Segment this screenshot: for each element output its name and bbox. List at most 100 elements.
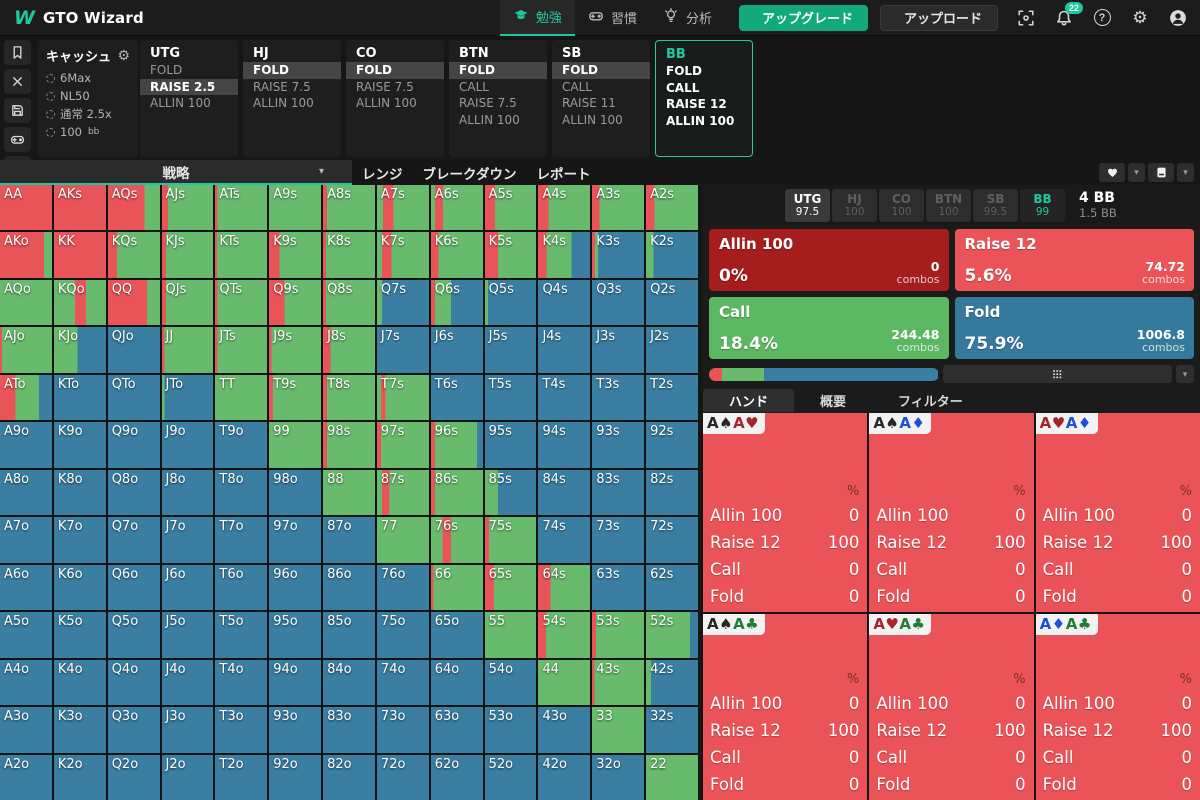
grid-cell-76o[interactable]: 76o (376, 564, 429, 611)
action-card-call[interactable]: Call 18.4% 244.48 combos (709, 297, 949, 359)
grid-cell-A4s[interactable]: A4s (538, 185, 591, 231)
grid-cell-Q9o[interactable]: Q9o (107, 422, 160, 468)
grid-cell-A9s[interactable]: A9s (269, 185, 322, 231)
grid-cell-AA[interactable]: AA (0, 185, 52, 231)
action-node[interactable]: ALLIN 100 (666, 113, 735, 128)
grid-cell-J7o[interactable]: J7o (161, 517, 214, 563)
grid-cell-A4o[interactable]: A4o (0, 659, 52, 706)
grid-cell-94s[interactable]: 94s (538, 422, 591, 468)
grid-cell-54s[interactable]: 54s (538, 612, 591, 658)
grid-cell-Q8o[interactable]: Q8o (107, 469, 160, 516)
grid-cell-J9o[interactable]: J9o (161, 422, 214, 468)
grid-cell-97o[interactable]: 97o (269, 517, 322, 563)
grid-cell-JTo[interactable]: JTo (161, 374, 214, 421)
grid-cell-QTo[interactable]: QTo (107, 374, 160, 421)
grid-cell-T4s[interactable]: T4s (538, 374, 591, 421)
action-card-allin[interactable]: Allin 100 0% 0 combos (709, 229, 949, 291)
grid-cell-J8o[interactable]: J8o (161, 469, 214, 516)
grid-cell-92o[interactable]: 92o (269, 754, 322, 800)
grid-cell-82o[interactable]: 82o (323, 754, 375, 800)
grid-cell-K3s[interactable]: K3s (592, 232, 645, 278)
grid-cell-K2o[interactable]: K2o (53, 754, 106, 800)
grid-cell-J7s[interactable]: J7s (376, 327, 429, 373)
grid-cell-T7s[interactable]: T7s (376, 374, 429, 421)
grid-cell-A8o[interactable]: A8o (0, 469, 52, 516)
grid-cell-43o[interactable]: 43o (538, 707, 591, 753)
pos-pill-hj[interactable]: HJ 100 (832, 188, 877, 222)
action-node[interactable]: RAISE 7.5 (459, 96, 517, 110)
view-tab-3[interactable]: ブレークダウン (413, 160, 527, 185)
grid-cell-K9o[interactable]: K9o (53, 422, 106, 468)
grid-cell-73s[interactable]: 73s (592, 517, 645, 563)
favorite-dropdown[interactable]: ▾ (1128, 163, 1145, 182)
grid-cell-94o[interactable]: 94o (269, 659, 322, 706)
grid-cell-AQo[interactable]: AQo (0, 279, 52, 326)
grid-cell-32s[interactable]: 32s (646, 707, 698, 753)
grid-cell-A8s[interactable]: A8s (323, 185, 375, 231)
grid-cell-A5o[interactable]: A5o (0, 612, 52, 658)
pos-pill-btn[interactable]: BTN 100 (926, 188, 971, 222)
grid-cell-Q5o[interactable]: Q5o (107, 612, 160, 658)
grid-cell-AJo[interactable]: AJo (0, 327, 52, 373)
grid-cell-K4s[interactable]: K4s (538, 232, 591, 278)
pos-pill-co[interactable]: CO 100 (879, 188, 924, 222)
grid-cell-J6s[interactable]: J6s (430, 327, 483, 373)
grid-cell-63o[interactable]: 63o (430, 707, 483, 753)
grid-cell-K6s[interactable]: K6s (430, 232, 483, 278)
grid-cell-95o[interactable]: 95o (269, 612, 322, 658)
grid-cell-KQs[interactable]: KQs (107, 232, 160, 278)
grid-cell-Q7s[interactable]: Q7s (376, 279, 429, 326)
grid-cell-A6o[interactable]: A6o (0, 564, 52, 611)
grid-cell-Q8s[interactable]: Q8s (323, 279, 375, 326)
grid-cell-96s[interactable]: 96s (430, 422, 483, 468)
grid-cell-KTo[interactable]: KTo (53, 374, 106, 421)
action-node[interactable]: RAISE 12 (666, 97, 727, 111)
upload-button[interactable]: アップロード (879, 4, 998, 36)
settings-button[interactable]: ⚙ (1128, 6, 1152, 30)
action-node[interactable]: FOLD (449, 62, 547, 79)
action-node[interactable]: CALL (562, 79, 592, 94)
help-button[interactable]: ? (1090, 6, 1114, 30)
action-node[interactable]: ALLIN 100 (356, 96, 417, 110)
action-card-raise[interactable]: Raise 12 5.6% 74.72 combos (954, 229, 1194, 291)
notifications-button[interactable]: 22 (1052, 1, 1083, 30)
grid-cell-Q4s[interactable]: Q4s (538, 279, 591, 326)
grid-cell-43s[interactable]: 43s (592, 659, 645, 706)
grid-cell-T6o[interactable]: T6o (215, 564, 268, 611)
grid-cell-52s[interactable]: 52s (646, 612, 698, 658)
grid-cell-T9s[interactable]: T9s (269, 374, 322, 421)
action-node[interactable]: RAISE 7.5 (253, 79, 311, 94)
grid-cell-K5o[interactable]: K5o (53, 612, 106, 658)
grid-cell-62o[interactable]: 62o (430, 754, 483, 800)
action-node[interactable]: ALLIN 100 (150, 96, 211, 110)
grid-cell-33[interactable]: 33 (592, 707, 645, 753)
grid-cell-J3o[interactable]: J3o (161, 707, 214, 753)
action-node[interactable]: FOLD (243, 62, 341, 79)
grid-cell-Q3s[interactable]: Q3s (592, 279, 645, 326)
grid-cell-64s[interactable]: 64s (538, 564, 591, 611)
grid-cell-T7o[interactable]: T7o (215, 517, 268, 563)
grid-view-button[interactable] (942, 365, 1172, 383)
grid-cell-T2o[interactable]: T2o (215, 754, 268, 800)
grid-cell-Q5s[interactable]: Q5s (484, 279, 537, 326)
grid-cell-87s[interactable]: 87s (376, 469, 429, 516)
grid-cell-98s[interactable]: 98s (323, 422, 375, 468)
grid-cell-74o[interactable]: 74o (376, 659, 429, 706)
grid-cell-84o[interactable]: 84o (323, 659, 375, 706)
action-node[interactable]: CALL (459, 79, 489, 94)
grid-cell-K8s[interactable]: K8s (323, 232, 375, 278)
board-select-button[interactable] (1148, 163, 1174, 182)
grid-cell-J2s[interactable]: J2s (646, 327, 698, 373)
rail-close-button[interactable] (4, 69, 31, 94)
grid-cell-T4o[interactable]: T4o (215, 659, 268, 706)
screenshot-button[interactable] (1014, 6, 1038, 30)
favorite-button[interactable] (1099, 163, 1125, 182)
grid-cell-K9s[interactable]: K9s (269, 232, 322, 278)
grid-cell-Q6o[interactable]: Q6o (107, 564, 160, 611)
grid-cell-JJ[interactable]: JJ (161, 327, 214, 373)
grid-cell-99[interactable]: 99 (269, 422, 322, 468)
grid-cell-K3o[interactable]: K3o (53, 707, 106, 753)
view-tab-4[interactable]: レポート (526, 160, 600, 185)
grid-cell-75o[interactable]: 75o (376, 612, 429, 658)
grid-cell-K4o[interactable]: K4o (53, 659, 106, 706)
